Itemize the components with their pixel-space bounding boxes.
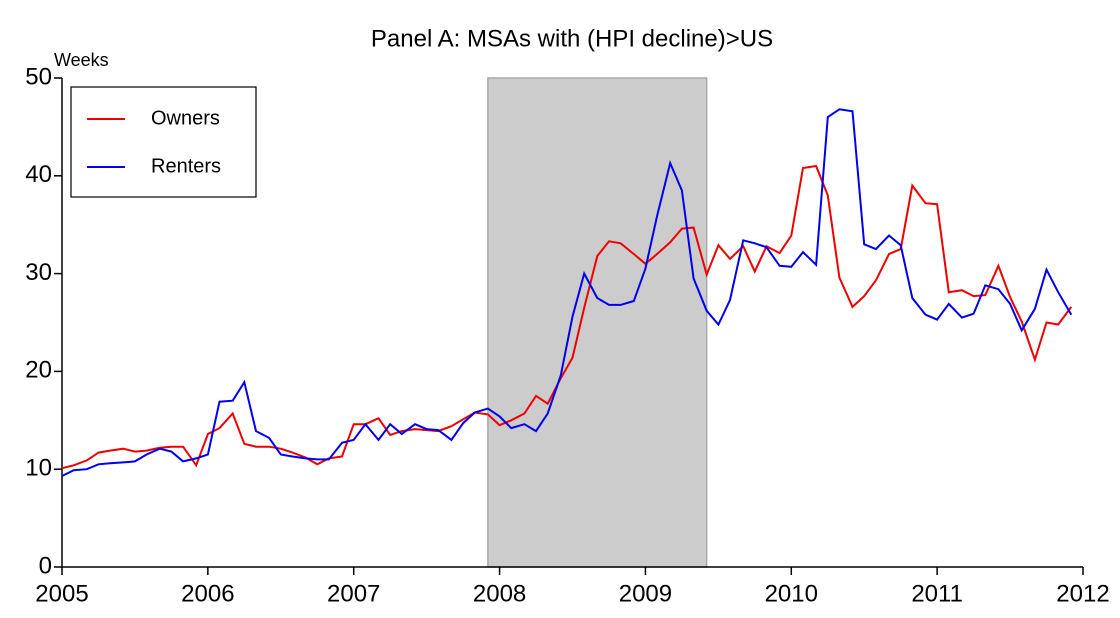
x-tick-label: 2012 [1056, 580, 1109, 607]
line [61, 108, 1073, 477]
x-tick-label: 2010 [765, 580, 818, 607]
x-tick-label: 2011 [911, 580, 963, 607]
y-tick-label: 30 [25, 259, 52, 286]
legend-label: Renters [151, 155, 221, 177]
y-tick-label: 10 [25, 455, 52, 482]
y-axis-label: Weeks [54, 50, 109, 70]
x-tick-label: 2007 [327, 580, 380, 607]
line [61, 164, 1073, 470]
x-tick-label: 2006 [181, 580, 234, 607]
legend-label: Owners [151, 107, 220, 129]
y-tick-label: 20 [25, 357, 52, 384]
x-tick-label: 2005 [35, 580, 88, 607]
legend-box [70, 86, 257, 198]
x-tick-label: 2009 [619, 580, 672, 607]
chart-title: Panel A: MSAs with (HPI decline)>US [371, 25, 773, 52]
x-tick-label: 2008 [473, 580, 526, 607]
shaded-region [487, 77, 708, 568]
y-tick-label: 40 [25, 161, 52, 188]
y-tick-label: 0 [39, 552, 52, 579]
y-tick-label: 50 [25, 63, 52, 90]
